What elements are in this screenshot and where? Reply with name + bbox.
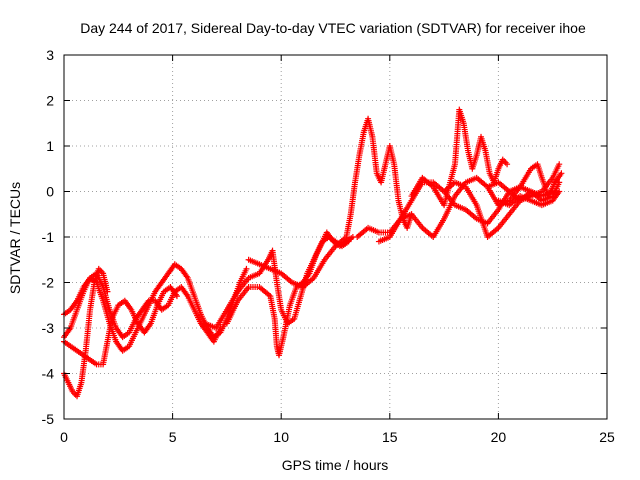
y-tick-label: 3 — [46, 47, 54, 63]
y-tick-label: -2 — [42, 275, 55, 291]
data-point — [243, 265, 250, 272]
series-sat-m — [495, 188, 563, 209]
x-tick-label: 10 — [273, 429, 289, 445]
data-point — [345, 238, 352, 245]
axis-ticks — [63, 54, 608, 420]
grid — [64, 55, 607, 419]
series-sat-e — [202, 229, 356, 331]
y-tick-label: 2 — [46, 93, 54, 109]
x-tick-label: 0 — [60, 429, 68, 445]
series-sat-d — [61, 265, 111, 400]
y-tick-label: -4 — [42, 366, 55, 382]
plot-frame — [63, 54, 608, 420]
x-tick-label: 25 — [599, 429, 615, 445]
series-sat-c — [61, 284, 180, 368]
data-point — [556, 161, 563, 168]
y-tick-label: -3 — [42, 320, 55, 336]
series-sat-l — [484, 161, 565, 200]
x-tick-label: 15 — [382, 429, 398, 445]
x-axis-label: GPS time / hours — [282, 457, 389, 473]
x-tick-label: 5 — [169, 429, 177, 445]
chart-title: Day 244 of 2017, Sidereal Day-to-day VTE… — [80, 20, 586, 36]
data-point — [173, 293, 180, 300]
y-axis-label: SDTVAR / TECUs — [7, 182, 23, 294]
x-tick-label: 20 — [491, 429, 507, 445]
tick-labels: 0 5 10 15 20 25 -5 -4 -3 -2 -1 0 1 2 3 — [42, 47, 615, 445]
data-point — [558, 170, 565, 177]
data-point — [104, 288, 111, 295]
series-sat-g — [245, 115, 415, 291]
series-sat-f — [223, 234, 352, 359]
plot-area — [61, 106, 565, 400]
y-tick-label: 0 — [46, 184, 54, 200]
data-point — [504, 161, 511, 168]
y-tick-label: -1 — [42, 229, 55, 245]
y-tick-label: 1 — [46, 138, 54, 154]
y-tick-label: -5 — [42, 411, 55, 427]
data-point — [556, 188, 563, 195]
